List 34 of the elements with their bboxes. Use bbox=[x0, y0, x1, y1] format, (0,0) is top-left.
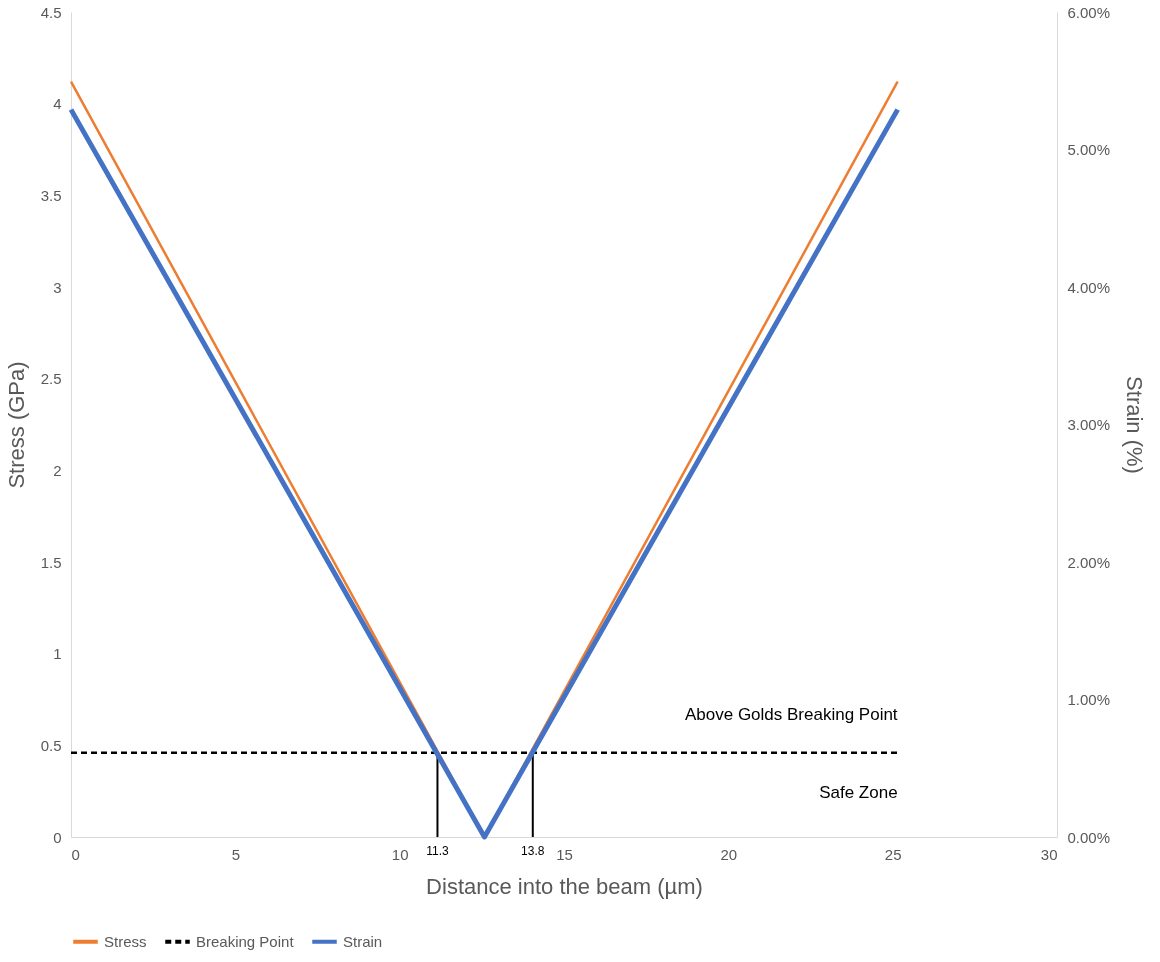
y2-axis-title: Strain (%) bbox=[1122, 376, 1148, 474]
annotation: Above Golds Breaking Point bbox=[684, 704, 898, 724]
x-tick-label: 5 bbox=[231, 845, 241, 863]
y2-tick-label: 1.00% bbox=[1067, 691, 1111, 708]
y-tick-label: 3.5 bbox=[40, 186, 62, 204]
y-tick-label: 1.5 bbox=[40, 553, 62, 571]
y-axis-title: Stress (GPa) bbox=[3, 361, 29, 489]
y2-tick-label: 6.00% bbox=[1067, 3, 1111, 21]
y-tick-label: 3 bbox=[53, 278, 62, 296]
legend-label: Stress bbox=[104, 932, 147, 950]
y-tick-label: 1 bbox=[53, 645, 62, 663]
y-tick-label: 4.5 bbox=[40, 3, 62, 21]
y-tick-label: 2.5 bbox=[40, 370, 62, 388]
annotation: Safe Zone bbox=[819, 782, 898, 802]
x-tick-label: 10 bbox=[391, 845, 409, 863]
y-tick-label: 4 bbox=[53, 95, 62, 113]
x-tick-label: 0 bbox=[71, 845, 80, 863]
y-tick-label: 0 bbox=[53, 828, 62, 846]
y-tick-label: 0.5 bbox=[40, 736, 62, 754]
y2-tick-label: 5.00% bbox=[1067, 141, 1111, 158]
x-axis-title: Distance into the beam (µm) bbox=[426, 873, 703, 899]
annotation: 11.3 bbox=[426, 844, 450, 858]
legend-label: Breaking Point bbox=[196, 932, 295, 950]
y2-tick-label: 3.00% bbox=[1067, 416, 1111, 433]
x-tick-label: 15 bbox=[556, 845, 573, 863]
y-tick-label: 2 bbox=[53, 461, 62, 479]
x-tick-label: 30 bbox=[1040, 845, 1058, 863]
x-tick-label: 25 bbox=[884, 845, 902, 863]
y2-tick-label: 4.00% bbox=[1067, 278, 1111, 296]
x-tick-label: 20 bbox=[720, 845, 738, 863]
legend-label: Strain bbox=[343, 932, 383, 950]
y2-tick-label: 0.00% bbox=[1067, 828, 1111, 846]
y2-tick-label: 2.00% bbox=[1067, 553, 1111, 571]
annotation: 13.8 bbox=[521, 844, 545, 858]
